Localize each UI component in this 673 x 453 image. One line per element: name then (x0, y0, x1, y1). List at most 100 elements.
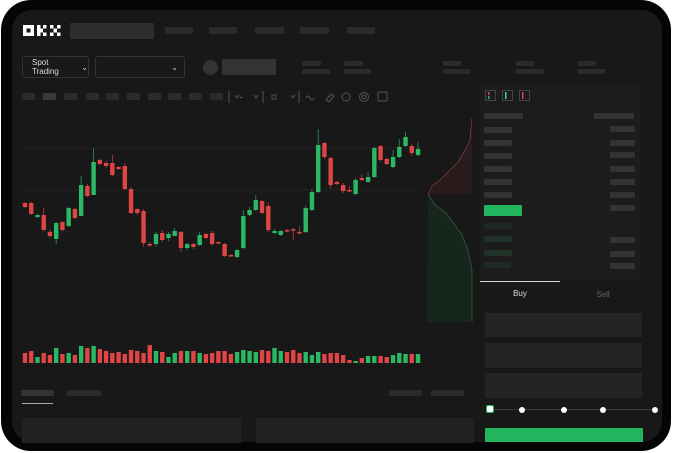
chart-tools[interactable] (228, 90, 393, 104)
volume-bar (390, 355, 396, 363)
volume-bar (291, 350, 296, 363)
candle (41, 208, 46, 231)
volume-bar (234, 352, 240, 363)
interval-button[interactable] (148, 93, 161, 100)
interval-button[interactable] (210, 93, 223, 100)
candle-body (278, 231, 283, 235)
total-input[interactable] (485, 373, 642, 398)
volume-bar (334, 353, 340, 363)
volume-bar (384, 357, 390, 363)
bottom-tab-indicator (22, 403, 53, 404)
nav-item[interactable] (347, 27, 375, 34)
volume-bar (353, 361, 358, 363)
amount-input[interactable] (485, 343, 642, 368)
candle-body (85, 186, 90, 196)
candle (353, 178, 358, 195)
candle-body (403, 137, 408, 146)
buy-tab[interactable]: Buy (513, 289, 527, 298)
chevron-down-icon (253, 94, 259, 99)
candle (322, 142, 327, 159)
candle (259, 200, 265, 214)
interval-button[interactable] (64, 93, 77, 100)
candle (359, 174, 365, 181)
volume-bar (203, 354, 209, 363)
interval-button[interactable] (127, 93, 140, 100)
candle (203, 233, 209, 239)
bids-only-icon (502, 90, 513, 101)
candle (103, 161, 109, 168)
candle-body (135, 209, 140, 213)
interval-button[interactable] (106, 93, 119, 100)
interval-button[interactable] (168, 93, 181, 100)
candle-body (153, 234, 159, 244)
nav-item[interactable] (255, 27, 284, 34)
nav-item[interactable] (209, 27, 237, 34)
candle (284, 229, 290, 232)
volume-bar (266, 351, 271, 363)
candle (272, 229, 277, 234)
slider-step-100[interactable] (652, 406, 658, 413)
volume-bar (153, 351, 159, 363)
sell-tab[interactable]: Sell (596, 290, 610, 299)
candle-body (347, 190, 352, 192)
bottom-action[interactable] (431, 390, 464, 396)
volume-bar (29, 351, 34, 363)
candle (365, 172, 371, 183)
volume-bar (409, 354, 414, 363)
line-tool-icon (305, 95, 315, 101)
volume-bar (309, 355, 315, 363)
candle-body (103, 163, 109, 166)
candle (78, 176, 84, 216)
volume-bar (315, 352, 321, 363)
interval-button[interactable] (86, 93, 99, 100)
volume-bar (184, 351, 190, 363)
price-input[interactable] (485, 313, 642, 337)
pair-dropdown[interactable]: ⌄ (95, 56, 185, 78)
order-book-view-toggles[interactable] (485, 90, 530, 102)
candle-body (297, 232, 302, 234)
interval-button[interactable] (189, 93, 202, 100)
slider-step-50[interactable] (561, 406, 567, 413)
candle-body (272, 231, 277, 233)
volume-bar (359, 358, 365, 363)
spot-trading-dropdown[interactable]: Spot Trading ⌄ (22, 56, 89, 78)
candle (29, 202, 34, 215)
candle (315, 129, 321, 193)
chevron-down-icon: ⌄ (81, 62, 88, 72)
candle-body (147, 244, 152, 246)
slider-step-75[interactable] (600, 406, 606, 413)
bottom-tab[interactable] (67, 390, 101, 396)
candle-body (22, 203, 28, 207)
candle-body (397, 147, 402, 157)
nav-item[interactable] (165, 27, 193, 34)
candle (340, 183, 346, 193)
candle-body (234, 250, 240, 257)
okx-logo[interactable] (23, 25, 63, 37)
nav-item[interactable] (300, 27, 329, 34)
slider-step-25[interactable] (519, 406, 525, 413)
volume-bar (22, 353, 28, 363)
volume-bar (259, 350, 265, 363)
volume-bar (35, 357, 40, 363)
last-price-highlight (484, 205, 522, 216)
interval-button-active[interactable] (43, 93, 56, 100)
candle-body (340, 185, 346, 191)
candle (334, 181, 340, 185)
search-bar[interactable] (70, 23, 154, 39)
volume-bar (241, 350, 246, 363)
buy-submit-button[interactable] (485, 428, 643, 442)
volume-bar (378, 356, 383, 363)
bottom-tab-active[interactable] (21, 390, 54, 396)
candle (97, 159, 103, 165)
slider-handle[interactable] (486, 405, 494, 413)
percent-slider[interactable] (486, 405, 658, 413)
candle (47, 230, 53, 238)
candle-body (372, 148, 377, 177)
candle-body (409, 146, 414, 153)
interval-button[interactable] (22, 93, 35, 100)
bottom-action[interactable] (389, 390, 422, 396)
candle (266, 202, 271, 232)
depth-asks-area (428, 108, 472, 194)
candle (184, 243, 190, 250)
